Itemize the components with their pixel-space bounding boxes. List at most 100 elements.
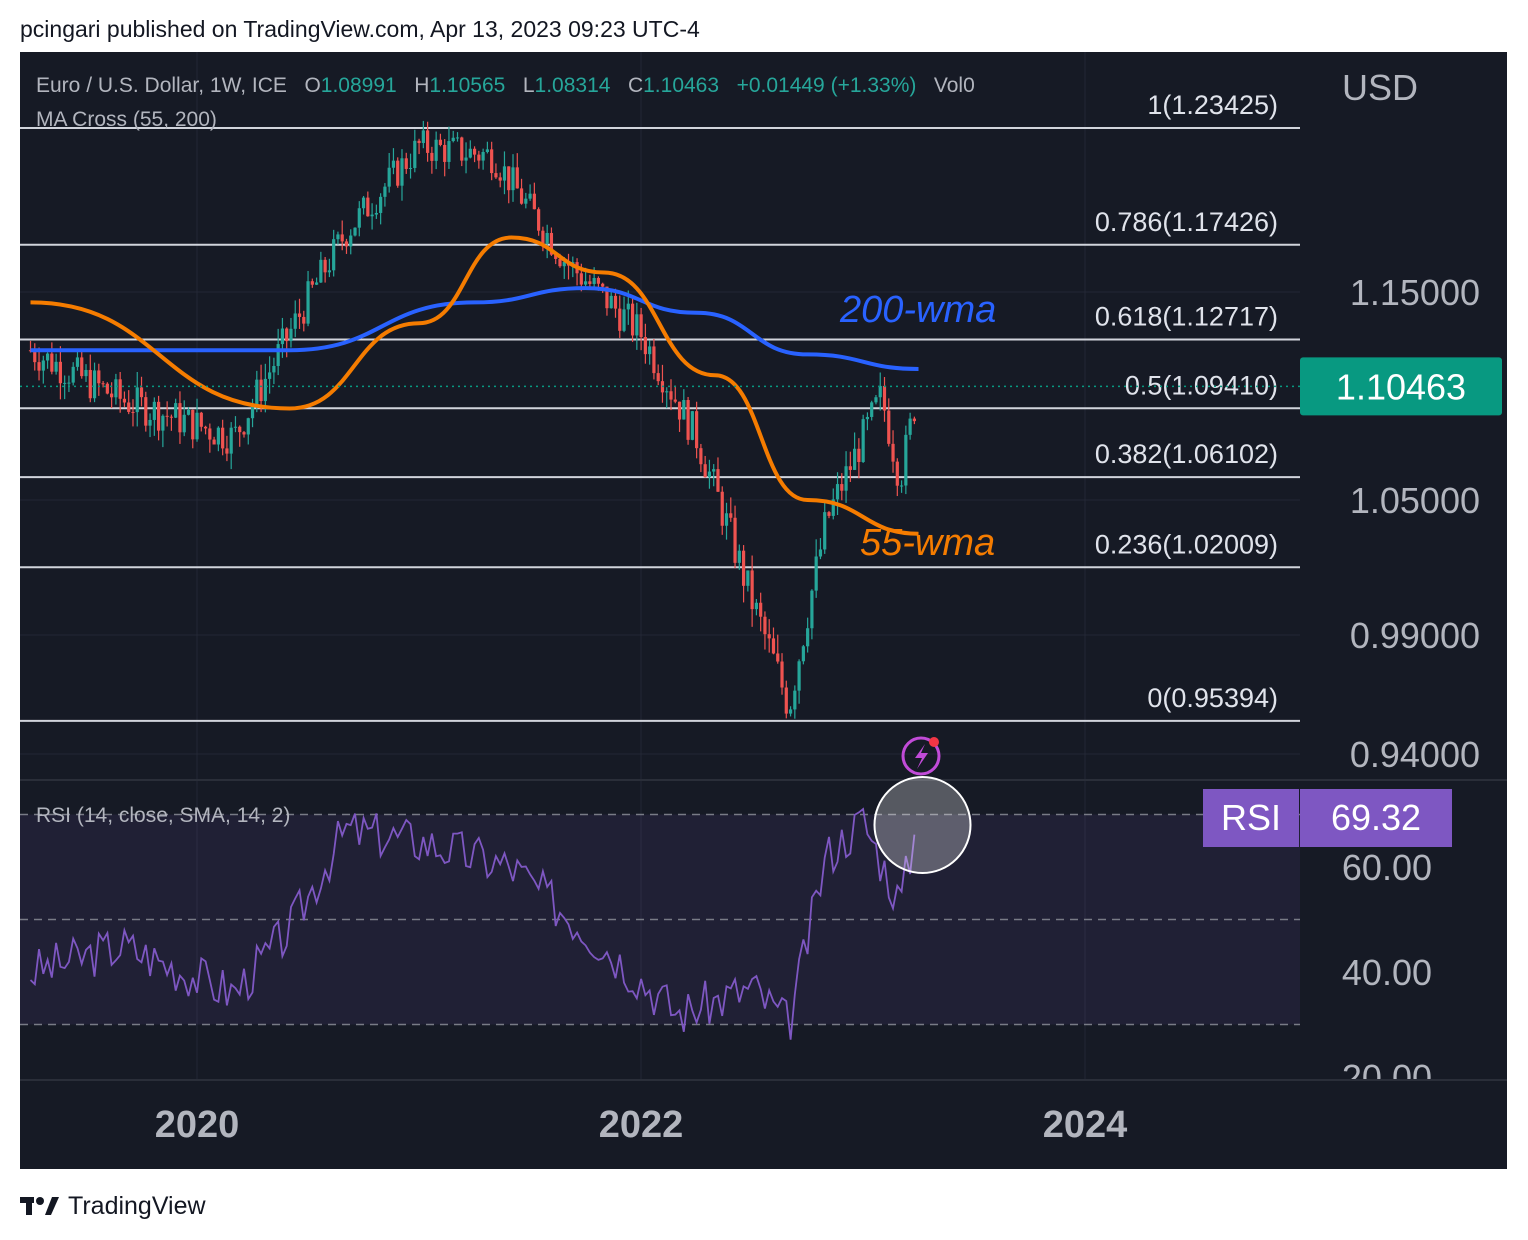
candle-body [545, 232, 549, 244]
candle-body [135, 387, 139, 413]
chart-frame[interactable]: 1(1.23425) 0.786(1.17426) 0.618(1.12717) 0.… [20, 52, 1507, 1169]
candle-body [750, 570, 754, 610]
symbol-legend[interactable]: Euro / U.S. Dollar, 1W, ICE O1.08991 H1.… [36, 74, 975, 98]
candle-body [430, 152, 434, 161]
time-tick: 2020 [155, 1104, 240, 1146]
candle-body [724, 513, 729, 526]
candle-body [387, 167, 391, 187]
price-tick: 0.99000 [1350, 615, 1480, 656]
candle-body [626, 303, 630, 310]
fib-label: 0.786(1.17426) [1095, 207, 1278, 237]
rsi-badge-label-bg [1203, 789, 1299, 847]
candle-body [302, 316, 306, 324]
rsi-line [29, 807, 916, 1040]
candle-body [191, 409, 195, 440]
candle-body [882, 385, 887, 411]
candle-body [656, 373, 660, 382]
candle-body [519, 188, 524, 204]
low-label: L [522, 74, 535, 97]
rsi-legend[interactable]: RSI (14, close, SMA, 14, 2) [36, 804, 291, 827]
candle-body [182, 414, 186, 433]
change-value: +0.01449 (+1.33%) [736, 74, 917, 97]
candle-body [682, 400, 686, 420]
candle-body [622, 309, 626, 331]
candle-body [272, 366, 276, 373]
candle-body [105, 383, 109, 394]
candle-body [118, 379, 122, 399]
candle-body [88, 369, 92, 399]
candle-body [895, 461, 899, 486]
candle-body [434, 139, 438, 161]
time-tick: 2024 [1043, 1104, 1128, 1146]
candle-body [652, 346, 656, 374]
candle-body [515, 167, 519, 189]
candle-body [297, 313, 302, 317]
fib-label: 0(0.95394) [1147, 683, 1278, 713]
rsi-badge-value-bg [1300, 789, 1452, 847]
open-label: O [304, 74, 321, 97]
rsi-badge-value: 69.32 [1331, 797, 1421, 838]
fib-label: 0.382(1.06102) [1095, 439, 1278, 469]
candle-body [464, 157, 468, 161]
candle-body [835, 484, 840, 500]
candle-body [524, 198, 528, 204]
candles [28, 120, 916, 719]
candle-body [887, 410, 891, 444]
candle-body [357, 208, 361, 228]
candle-body [477, 154, 481, 161]
candle-body [340, 234, 344, 242]
fib-levels: 1(1.23425) 0.786(1.17426) 0.618(1.12717) 0.… [20, 90, 1300, 722]
candle-body [75, 357, 80, 367]
candle-body [737, 550, 741, 563]
candle-body [438, 139, 443, 145]
candle-body [344, 241, 349, 247]
lightning-icon-bolt [915, 744, 928, 769]
candle-body [853, 448, 857, 470]
candle-body [370, 214, 374, 217]
candle-body [767, 634, 771, 639]
candle-body [788, 709, 793, 714]
candle-body [635, 314, 639, 336]
candle-body [186, 409, 191, 415]
candle-body [784, 687, 788, 714]
fib-label: 0.236(1.02009) [1095, 529, 1278, 559]
candle-body [413, 140, 417, 168]
lightning-icon-ring [901, 736, 941, 776]
candle-body [327, 270, 331, 273]
candle-body [827, 512, 831, 516]
candle-body [891, 443, 895, 462]
symbol-name: Euro / U.S. Dollar, 1W, ICE [36, 74, 287, 97]
candle-body [451, 137, 455, 142]
close-label: C [627, 74, 644, 97]
fib-label: 0.5(1.09410) [1125, 370, 1278, 400]
candle-body [417, 140, 421, 144]
candle-body [255, 379, 259, 406]
ma-cross-legend[interactable]: MA Cross (55, 200) [36, 108, 217, 131]
candle-body [669, 391, 673, 400]
candle-body [379, 196, 383, 213]
candle-body [908, 418, 912, 435]
candle-body [490, 149, 494, 174]
candle-body [639, 314, 643, 338]
fib-label: 1(1.23425) [1147, 90, 1278, 120]
rsi-tick: 40.00 [1342, 952, 1432, 993]
tradingview-logo[interactable]: TradingView [20, 1190, 206, 1222]
chart-canvas[interactable]: 1(1.23425) 0.786(1.17426) 0.618(1.12717) 0.… [20, 52, 1507, 1169]
rsi-badge-label: RSI [1221, 797, 1281, 838]
candle-body [152, 401, 156, 420]
candle-body [246, 418, 250, 435]
candle-body [323, 259, 327, 273]
candle-body [618, 308, 622, 331]
wma55-annotation: 55-wma [860, 522, 995, 564]
candle-body [771, 638, 776, 654]
candle-body [174, 403, 178, 418]
candle-body [71, 366, 75, 383]
candle-body [139, 387, 144, 398]
candle-body [806, 628, 810, 647]
candle-body [268, 372, 272, 379]
candle-body [899, 485, 904, 487]
candle-body [665, 391, 669, 393]
candle-body [404, 158, 408, 169]
candle-body [199, 412, 203, 427]
candle-body [332, 239, 336, 271]
